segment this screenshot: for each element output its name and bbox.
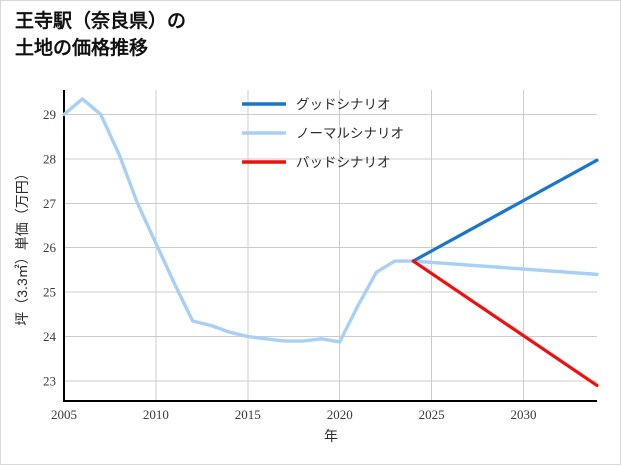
x-tick-label: 2025 bbox=[419, 407, 445, 422]
x-axis-tick-labels: 2005 2010 2015 2020 2025 2030 bbox=[51, 407, 537, 422]
series-line bbox=[411, 259, 599, 388]
y-axis-tick-labels: 23 24 25 26 27 28 29 bbox=[43, 107, 57, 389]
y-tick-label: 23 bbox=[43, 374, 56, 389]
x-tick-label: 2015 bbox=[235, 407, 261, 422]
series-lines bbox=[62, 97, 599, 388]
y-tick-label: 26 bbox=[43, 240, 57, 255]
y-axis-title: 坪（3.3㎡）単価（万円） bbox=[14, 166, 30, 325]
page-title: 王寺駅（奈良県）の 土地の価格推移 bbox=[15, 11, 187, 59]
axis-spines bbox=[63, 90, 597, 402]
y-tick-label: 28 bbox=[43, 151, 56, 166]
x-tick-label: 2005 bbox=[51, 407, 77, 422]
y-tick-label: 29 bbox=[43, 107, 56, 122]
y-tick-label: 24 bbox=[43, 329, 57, 344]
x-tick-label: 2020 bbox=[327, 407, 353, 422]
legend-label: ノーマルシナリオ bbox=[296, 126, 404, 141]
legend-label: グッドシナリオ bbox=[296, 97, 391, 112]
series-line bbox=[62, 97, 599, 344]
x-tick-label: 2010 bbox=[143, 407, 169, 422]
legend-label: バッドシナリオ bbox=[296, 155, 391, 170]
y-tick-label: 27 bbox=[43, 196, 57, 211]
x-axis-title: 年 bbox=[324, 428, 338, 444]
x-tick-label: 2030 bbox=[511, 407, 537, 422]
y-tick-label: 25 bbox=[43, 285, 56, 300]
series-line bbox=[411, 158, 599, 263]
